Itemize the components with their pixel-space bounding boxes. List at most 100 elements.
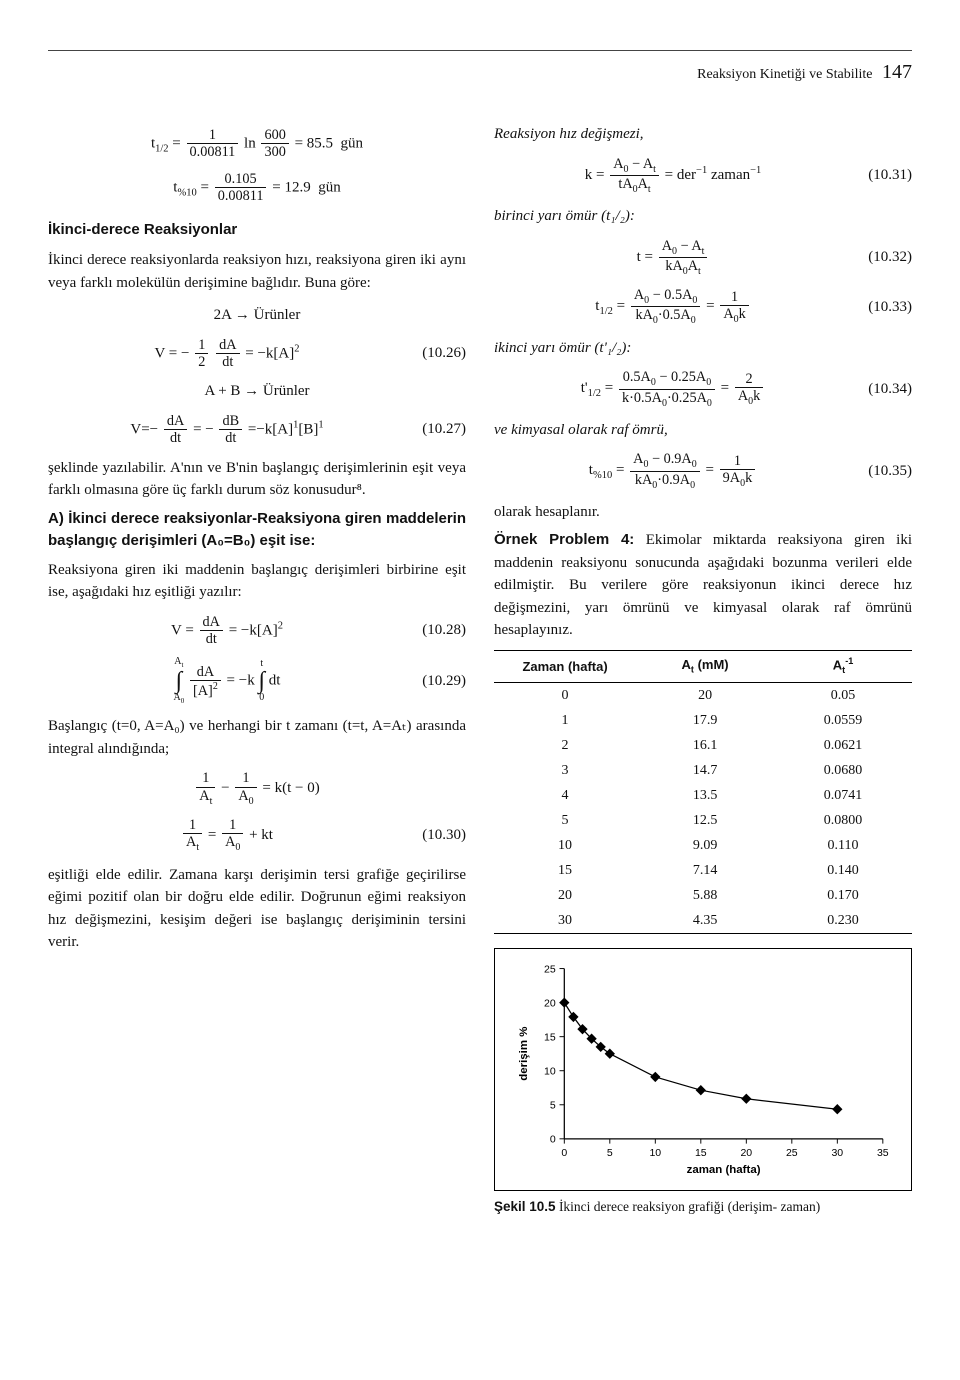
eqnum-10-35: (10.35) xyxy=(852,460,912,483)
eqnum-10-28: (10.28) xyxy=(406,619,466,642)
table-row: 413.50.0741 xyxy=(494,783,912,808)
svg-text:derişim %: derişim % xyxy=(518,1026,530,1080)
table-cell: 13.5 xyxy=(636,783,774,808)
eq-kt: 1At − 1A0 = k(t − 0) xyxy=(48,770,466,807)
table-row: 117.90.0559 xyxy=(494,708,912,733)
eq-10-28: V = dAdt = −k[A]2 (10.28) xyxy=(48,614,466,648)
label-first-half: birinci yarı ömür (t₁/₂): xyxy=(494,205,912,228)
table-cell: 7.14 xyxy=(636,858,774,883)
svg-text:25: 25 xyxy=(786,1147,798,1159)
table-cell: 0.230 xyxy=(774,908,912,934)
eq-10-34: t'1/2 = 0.5A0 − 0.25A0k·0.5A0·0.25A0 = 2… xyxy=(494,369,912,409)
eqnum-10-27: (10.27) xyxy=(406,418,466,441)
svg-text:0: 0 xyxy=(550,1133,556,1145)
svg-text:20: 20 xyxy=(740,1147,752,1159)
table-cell: 12.5 xyxy=(636,808,774,833)
eqnum-10-31: (10.31) xyxy=(852,164,912,187)
table-cell: 9.09 xyxy=(636,833,774,858)
table-row: 304.350.230 xyxy=(494,908,912,934)
svg-text:30: 30 xyxy=(831,1147,843,1159)
data-table: Zaman (hafta) At (mM) At-1 0200.05117.90… xyxy=(494,650,912,934)
eq-10-33: t1/2 = A0 − 0.5A0kA0·0.5A0 = 1A0k (10.33… xyxy=(494,287,912,327)
table-cell: 2 xyxy=(494,733,636,758)
eq-10-32: t = A0 − AtkA0At (10.32) xyxy=(494,238,912,278)
eq-10-35: t%10 = A0 − 0.9A0kA0·0.9A0 = 19A0k (10.3… xyxy=(494,451,912,491)
table-cell: 0.140 xyxy=(774,858,912,883)
heading-case-a: A) İkinci derece reaksiyonlar-Reaksiyona… xyxy=(48,508,466,553)
left-column: t1/2 = 10.00811 ln 600300 = 85.5 gün t%1… xyxy=(48,117,466,1223)
svg-text:15: 15 xyxy=(695,1147,707,1159)
table-cell: 17.9 xyxy=(636,708,774,733)
svg-text:35: 35 xyxy=(877,1147,889,1159)
right-column: Reaksiyon hız değişmezi, k = A0 − AttA0A… xyxy=(494,117,912,1223)
table-cell: 20 xyxy=(636,682,774,708)
svg-text:15: 15 xyxy=(544,1031,556,1043)
table-cell: 0.110 xyxy=(774,833,912,858)
th-at-inv: At-1 xyxy=(774,650,912,682)
chart-svg: 051015202530350510152025zaman (hafta)der… xyxy=(505,959,901,1179)
svg-text:zaman (hafta): zaman (hafta) xyxy=(687,1164,761,1176)
eq-10-31: k = A0 − AttA0At = der−1 zaman−1 (10.31) xyxy=(494,156,912,196)
table-cell: 15 xyxy=(494,858,636,883)
problem-title: Örnek Problem 4: xyxy=(494,531,634,548)
table-cell: 0 xyxy=(494,682,636,708)
eq-t-10: t%10 = 0.1050.00811 = 12.9 gün xyxy=(48,171,466,205)
eqnum-10-30: (10.30) xyxy=(406,824,466,847)
content-columns: t1/2 = 10.00811 ln 600300 = 85.5 gün t%1… xyxy=(48,117,912,1223)
table-cell: 0.05 xyxy=(774,682,912,708)
table-body: 0200.05117.90.0559216.10.0621314.70.0680… xyxy=(494,682,912,933)
table-cell: 30 xyxy=(494,908,636,934)
table-row: 157.140.140 xyxy=(494,858,912,883)
caption-label: Şekil 10.5 xyxy=(494,1199,556,1214)
eqnum-10-32: (10.32) xyxy=(852,246,912,269)
example-problem: Örnek Problem 4: Ekimolar miktarda reaks… xyxy=(494,529,912,642)
svg-text:0: 0 xyxy=(561,1147,567,1159)
table-row: 216.10.0621 xyxy=(494,733,912,758)
eqnum-10-33: (10.33) xyxy=(852,296,912,319)
th-at: At (mM) xyxy=(636,650,774,682)
paragraph-case-a: Reaksiyona giren iki maddenin başlangıç … xyxy=(48,559,466,604)
svg-text:20: 20 xyxy=(544,997,556,1009)
svg-text:10: 10 xyxy=(544,1065,556,1077)
table-cell: 0.0559 xyxy=(774,708,912,733)
eq-10-29: At∫A0 dA[A]2 = −k t∫0 dt (10.29) xyxy=(48,657,466,705)
eq-10-30: 1At = 1A0 + kt (10.30) xyxy=(48,817,466,854)
table-row: 512.50.0800 xyxy=(494,808,912,833)
svg-text:5: 5 xyxy=(607,1147,613,1159)
table-cell: 20 xyxy=(494,883,636,908)
paragraph-calc: olarak hesaplanır. xyxy=(494,501,912,524)
caption-text: İkinci derece reaksiyon grafiği (derişim… xyxy=(556,1199,821,1214)
table-row: 314.70.0680 xyxy=(494,758,912,783)
eqnum-10-29: (10.29) xyxy=(406,670,466,693)
table-cell: 4 xyxy=(494,783,636,808)
page-number: 147 xyxy=(882,61,912,83)
paragraph-tail: eşitliği elde edilir. Zamana karşı deriş… xyxy=(48,864,466,954)
table-cell: 5.88 xyxy=(636,883,774,908)
table-cell: 0.170 xyxy=(774,883,912,908)
svg-text:10: 10 xyxy=(649,1147,661,1159)
paragraph-integral: Başlangıç (t=0, A=A₀) ve herhangi bir t … xyxy=(48,715,466,760)
table-cell: 0.0741 xyxy=(774,783,912,808)
table-cell: 0.0621 xyxy=(774,733,912,758)
paragraph-shape: şeklinde yazılabilir. A'nın ve B'nin baş… xyxy=(48,457,466,502)
table-row: 205.880.170 xyxy=(494,883,912,908)
eqnum-10-26: (10.26) xyxy=(406,342,466,365)
table-cell: 4.35 xyxy=(636,908,774,934)
eq-t-half: t1/2 = 10.00811 ln 600300 = 85.5 gün xyxy=(48,127,466,161)
page-header: Reaksiyon Kinetiği ve Stabilite 147 xyxy=(48,57,912,87)
table-cell: 10 xyxy=(494,833,636,858)
table-cell: 0.0800 xyxy=(774,808,912,833)
running-head: Reaksiyon Kinetiği ve Stabilite xyxy=(697,67,872,82)
svg-text:5: 5 xyxy=(550,1099,556,1111)
reaction-2a: 2A → Ürünler xyxy=(48,304,466,327)
table-row: 0200.05 xyxy=(494,682,912,708)
reaction-ab: A + B → Ürünler xyxy=(48,380,466,403)
table-cell: 0.0680 xyxy=(774,758,912,783)
label-rate-const: Reaksiyon hız değişmezi, xyxy=(494,123,912,146)
header-rule xyxy=(48,50,912,51)
th-time: Zaman (hafta) xyxy=(494,650,636,682)
table-cell: 3 xyxy=(494,758,636,783)
table-header-row: Zaman (hafta) At (mM) At-1 xyxy=(494,650,912,682)
table-row: 109.090.110 xyxy=(494,833,912,858)
table-cell: 16.1 xyxy=(636,733,774,758)
